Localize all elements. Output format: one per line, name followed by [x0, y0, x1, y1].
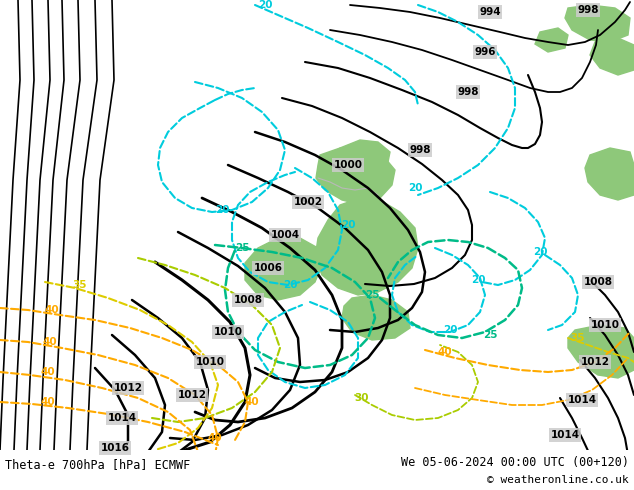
Text: 25: 25 — [365, 290, 379, 300]
Text: 1016: 1016 — [101, 443, 129, 453]
Text: 35: 35 — [73, 280, 87, 290]
Polygon shape — [590, 38, 634, 75]
Text: 1014: 1014 — [550, 430, 579, 440]
Text: 20: 20 — [471, 275, 485, 285]
Text: 40: 40 — [41, 367, 55, 377]
Polygon shape — [565, 5, 630, 42]
Text: 40: 40 — [245, 397, 259, 407]
Text: 1014: 1014 — [107, 413, 136, 423]
Text: 1010: 1010 — [590, 320, 619, 330]
Text: 20: 20 — [408, 183, 422, 193]
Text: 1010: 1010 — [195, 357, 224, 367]
Polygon shape — [585, 148, 634, 200]
Text: 1012: 1012 — [178, 390, 207, 400]
Text: 40: 40 — [208, 433, 223, 443]
Text: 25: 25 — [482, 330, 497, 340]
Text: 998: 998 — [577, 5, 598, 15]
Text: 1012: 1012 — [581, 357, 609, 367]
Text: © weatheronline.co.uk: © weatheronline.co.uk — [488, 475, 629, 485]
Text: 1006: 1006 — [254, 263, 283, 273]
Text: 994: 994 — [479, 7, 501, 17]
Text: 1004: 1004 — [271, 230, 299, 240]
Text: 40: 40 — [41, 397, 55, 407]
Text: 25: 25 — [235, 243, 249, 253]
Text: 1012: 1012 — [113, 383, 143, 393]
Text: 40: 40 — [437, 347, 452, 357]
Text: 40: 40 — [44, 305, 60, 315]
Text: 40: 40 — [42, 337, 57, 347]
Text: 1014: 1014 — [567, 395, 597, 405]
Text: 20: 20 — [533, 247, 547, 257]
Text: 20: 20 — [283, 280, 297, 290]
Text: 20: 20 — [340, 220, 355, 230]
Text: 20: 20 — [443, 325, 457, 335]
Polygon shape — [338, 140, 390, 168]
Text: 1002: 1002 — [294, 197, 323, 207]
Text: We 05-06-2024 00:00 UTC (00+120): We 05-06-2024 00:00 UTC (00+120) — [401, 456, 629, 468]
Text: 998: 998 — [457, 87, 479, 97]
Polygon shape — [245, 238, 322, 300]
Text: 1008: 1008 — [233, 295, 262, 305]
Polygon shape — [568, 325, 634, 378]
Text: Theta-e 700hPa [hPa] ECMWF: Theta-e 700hPa [hPa] ECMWF — [5, 459, 190, 471]
Text: 20: 20 — [215, 205, 230, 215]
Text: 30: 30 — [355, 393, 369, 403]
Polygon shape — [342, 295, 410, 340]
Text: 1008: 1008 — [583, 277, 612, 287]
Text: 35: 35 — [571, 333, 585, 343]
Text: 20: 20 — [258, 0, 272, 10]
Text: 996: 996 — [474, 47, 496, 57]
Text: 998: 998 — [410, 145, 430, 155]
Polygon shape — [315, 198, 418, 295]
Text: 1000: 1000 — [333, 160, 363, 170]
Text: 1010: 1010 — [214, 327, 242, 337]
Polygon shape — [316, 148, 395, 205]
Polygon shape — [535, 28, 568, 52]
